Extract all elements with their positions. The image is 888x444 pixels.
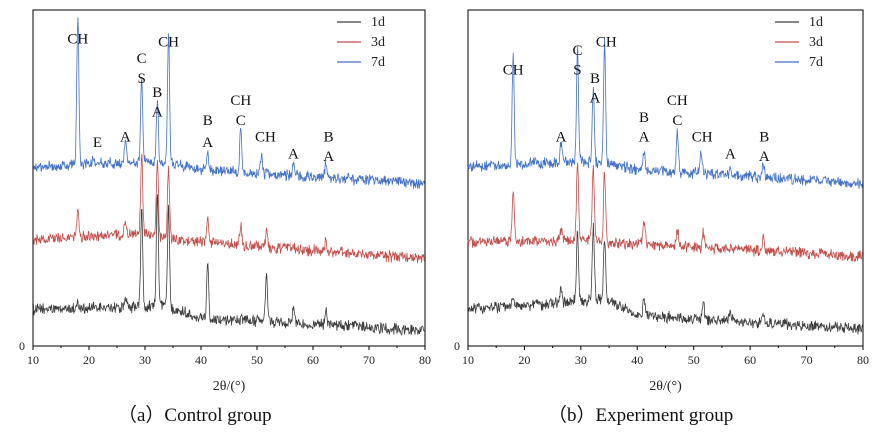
peak-annotation: C	[672, 113, 682, 129]
peak-annotation: A	[590, 90, 601, 106]
legend-label-7d: 7d	[809, 55, 823, 70]
peak-annotation: CH	[596, 34, 617, 50]
peak-annotation: A	[152, 104, 163, 120]
legend-label-3d: 3d	[809, 35, 823, 50]
y-tick-label: 0	[454, 339, 460, 353]
x-tick-label: 30	[575, 353, 587, 367]
peak-annotation: E	[93, 135, 102, 151]
peak-annotation: A	[725, 146, 736, 162]
legend-label-7d: 7d	[371, 55, 385, 70]
x-tick-label: 60	[307, 353, 319, 367]
peak-annotation: B	[639, 110, 649, 126]
x-tick-label: 70	[801, 353, 813, 367]
peak-annotation: C	[137, 51, 147, 67]
caption-control-group: （a）Control group	[118, 405, 272, 426]
x-tick-label: 50	[688, 353, 700, 367]
peak-annotation: A	[120, 130, 131, 146]
x-tick-label: 20	[518, 353, 530, 367]
peak-annotation: A	[556, 130, 567, 146]
chart-panel-b: 10 20 30 40 50 60 70 8002θ/(°)1d3d7dCHACSBACHBA…	[454, 9, 869, 394]
series-line-7d	[32, 17, 425, 189]
x-tick-label: 10	[27, 353, 39, 367]
caption-experiment-group: （b）Experiment group	[548, 405, 734, 426]
peak-annotation: B	[759, 130, 769, 146]
peak-annotation: CH	[503, 62, 524, 78]
series-line-3d	[32, 153, 425, 264]
x-tick-label: 70	[363, 353, 375, 367]
x-tick-label: 80	[857, 353, 869, 367]
peak-annotation: A	[202, 135, 213, 151]
peak-annotation: A	[639, 130, 650, 146]
peak-annotation: A	[759, 149, 770, 165]
peak-annotation: CH	[67, 32, 88, 48]
peak-annotation: B	[324, 130, 334, 146]
x-tick-label: 80	[419, 353, 431, 367]
peak-annotation: B	[203, 113, 213, 129]
peak-annotation: S	[573, 62, 581, 78]
series-line-1d	[32, 194, 425, 336]
peak-annotation: B	[152, 85, 162, 101]
x-tick-label: 50	[251, 353, 263, 367]
peak-annotation: CH	[667, 93, 688, 109]
peak-annotation: A	[323, 149, 334, 165]
x-tick-label: 40	[195, 353, 207, 367]
series-line-7d	[467, 37, 863, 189]
series-line-3d	[467, 162, 863, 263]
peak-annotation: A	[288, 146, 299, 162]
peak-annotation: CH	[255, 130, 276, 146]
legend-label-1d: 1d	[371, 15, 385, 30]
peak-annotation: CH	[692, 130, 713, 146]
x-axis-label: 2θ/(°)	[649, 379, 682, 394]
peak-annotation: C	[236, 113, 246, 129]
legend-label-1d: 1d	[809, 15, 823, 30]
series-line-1d	[467, 222, 863, 335]
peak-annotation: S	[137, 71, 145, 87]
peak-annotation: CH	[158, 34, 179, 50]
x-tick-label: 60	[744, 353, 756, 367]
peak-annotation: C	[572, 43, 582, 59]
x-tick-label: 40	[631, 353, 643, 367]
x-axis-label: 2θ/(°)	[213, 379, 246, 394]
peak-annotation: B	[590, 71, 600, 87]
x-tick-label: 30	[139, 353, 151, 367]
x-tick-label: 10	[462, 353, 474, 367]
peak-annotation: CH	[230, 93, 251, 109]
x-tick-label: 20	[83, 353, 95, 367]
y-tick-label: 0	[19, 339, 25, 353]
legend-label-3d: 3d	[371, 35, 385, 50]
